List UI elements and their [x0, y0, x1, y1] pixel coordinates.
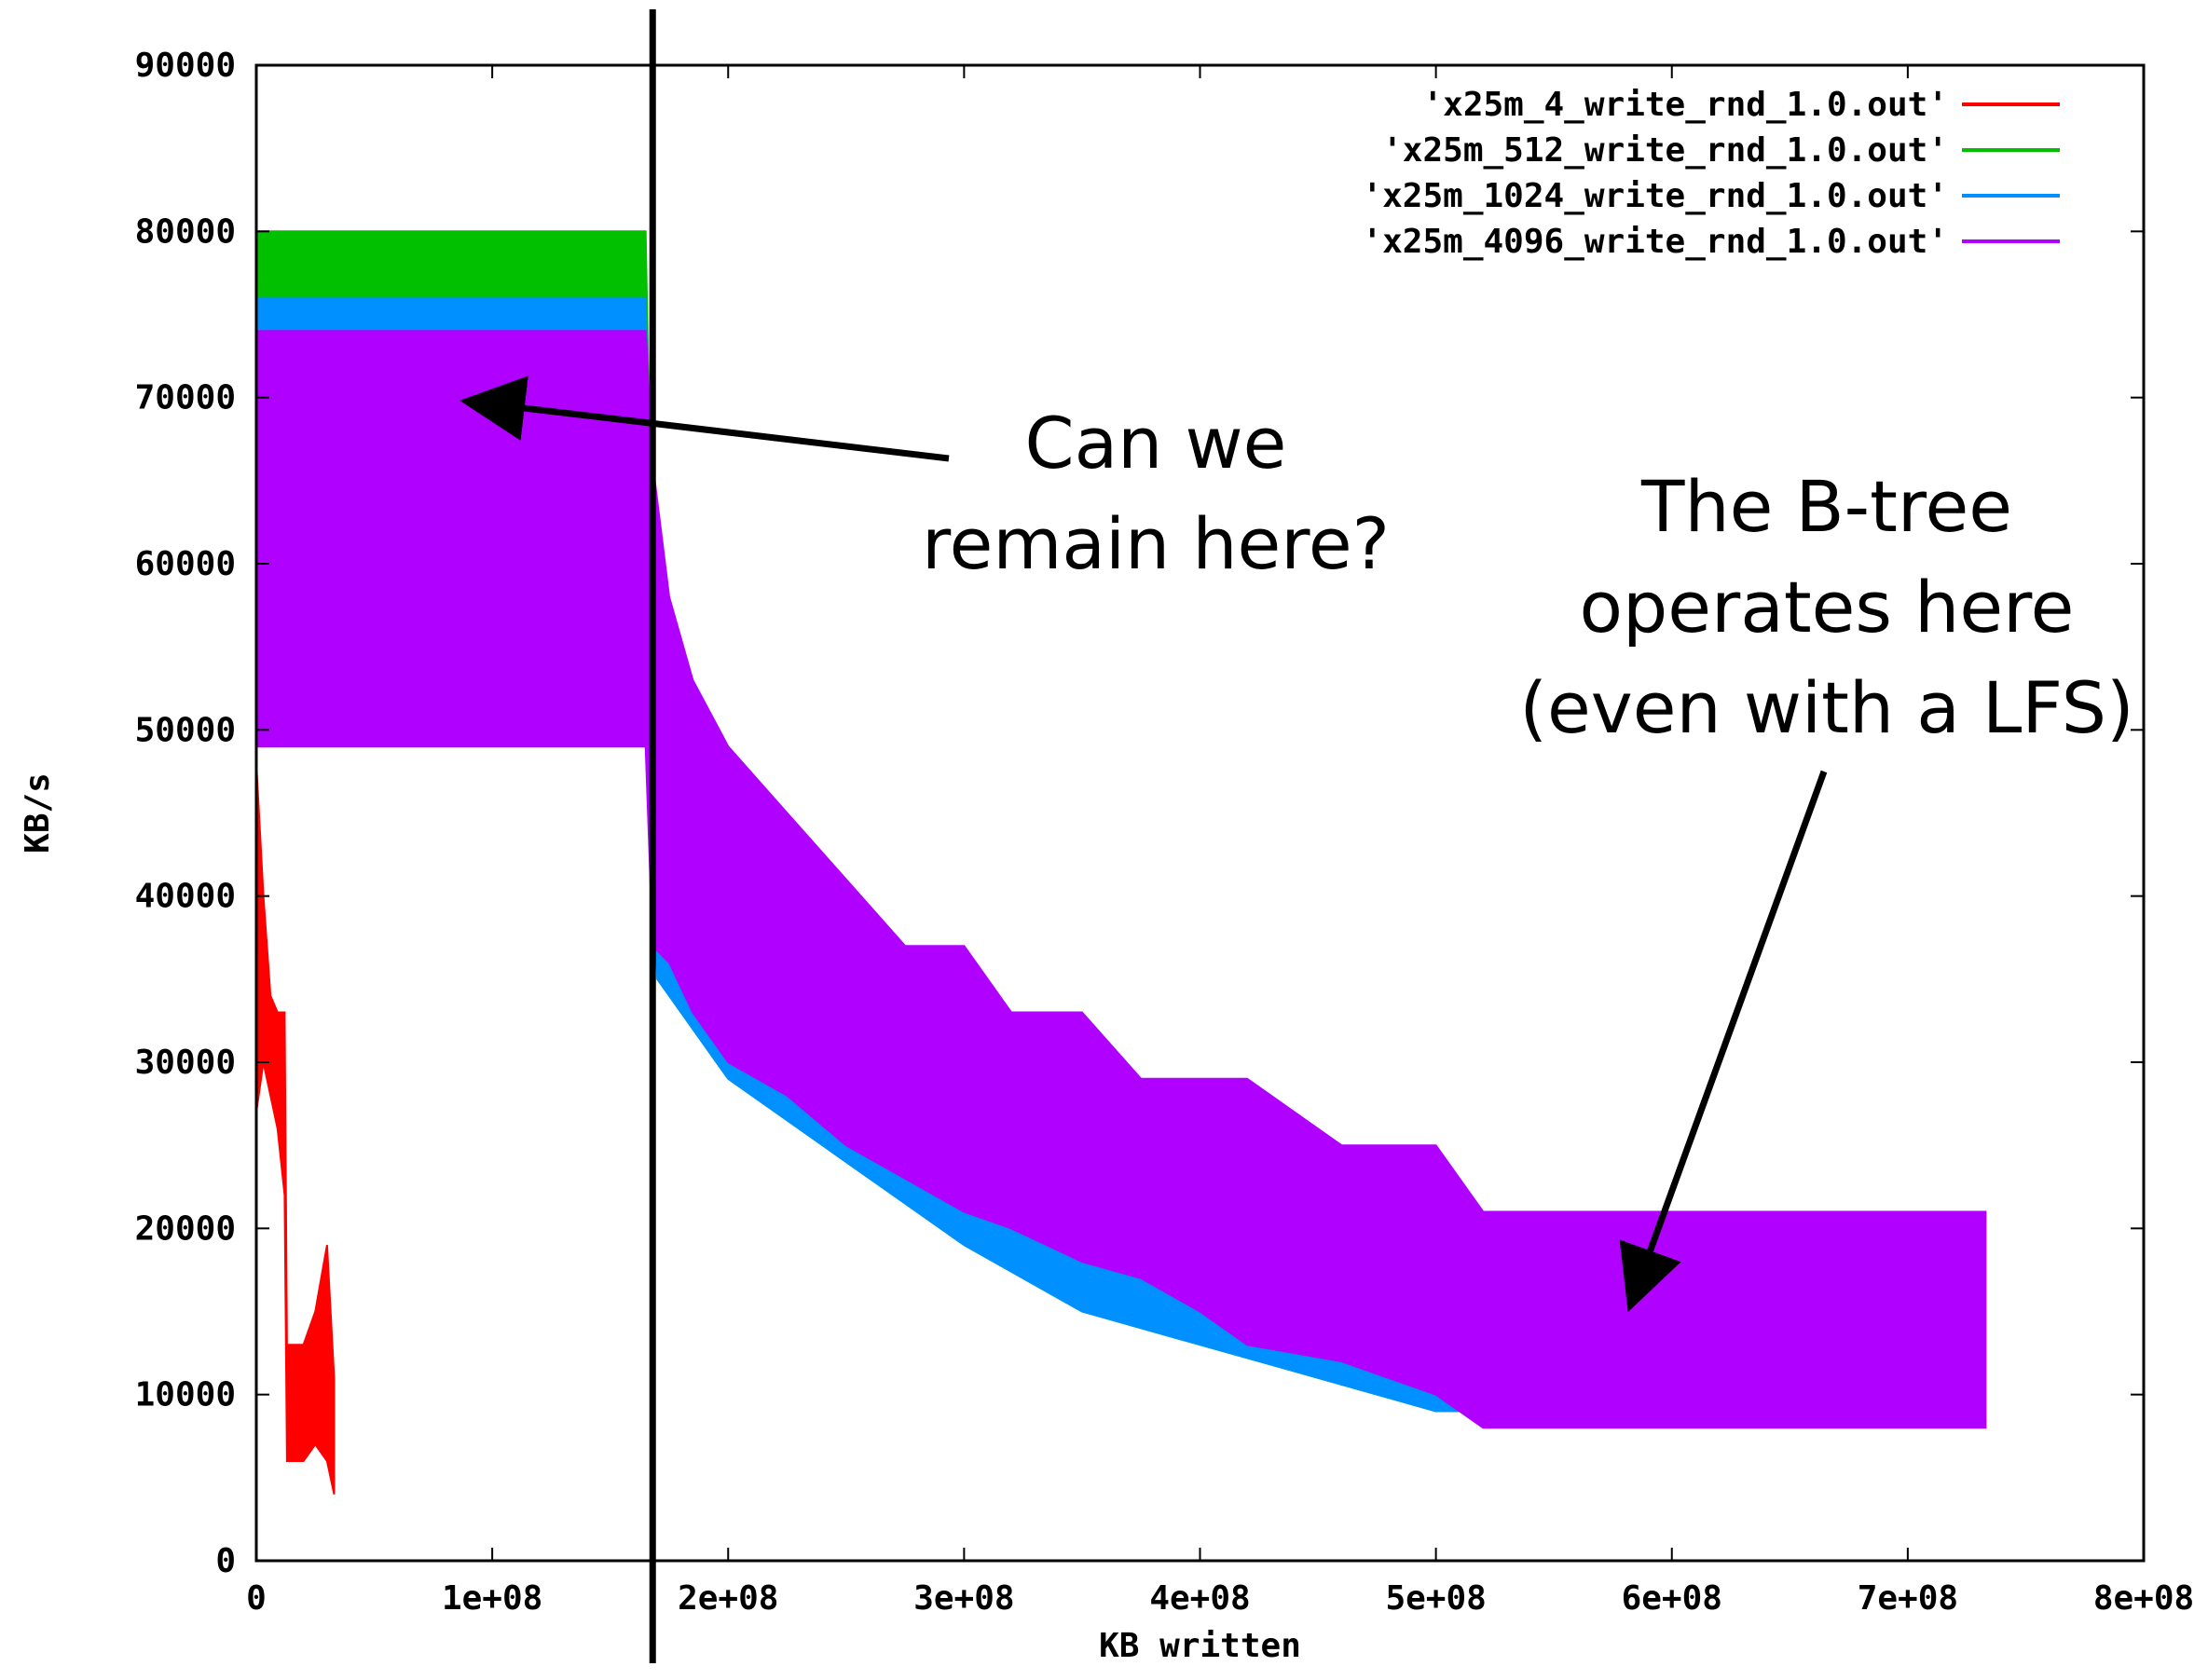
series-3-area — [255, 330, 1987, 1429]
x-tick-label: 3e+08 — [913, 1579, 1014, 1618]
x-tick-label: 8e+08 — [2093, 1579, 2194, 1618]
annotation-arrow — [459, 376, 950, 462]
y-tick-label: 60000 — [135, 545, 236, 583]
annotation-btree: The B-tree operates here (even with a LFS) — [1519, 465, 2134, 1313]
annotation-text-line: Can we — [1025, 402, 1287, 485]
x-tick-label: 7e+08 — [1858, 1579, 1958, 1618]
annotation-arrow — [1619, 770, 1828, 1313]
y-axis-label: KB/s — [19, 772, 57, 854]
y-tick-label: 0 — [215, 1542, 236, 1580]
series-0-area — [255, 762, 336, 1495]
legend-entry-label: 'x25m_1024_write_rnd_1.0.out' — [1362, 177, 1948, 215]
y-tick-label: 30000 — [135, 1044, 236, 1082]
annotation-text-line: The B-tree — [1640, 465, 2012, 548]
series-layer — [255, 230, 1987, 1495]
y-tick-label: 40000 — [135, 878, 236, 916]
legend-entry-label: 'x25m_4096_write_rnd_1.0.out' — [1362, 223, 1948, 261]
x-tick-label: 5e+08 — [1385, 1579, 1486, 1618]
annotation-text-line: remain here? — [922, 502, 1390, 585]
y-tick-label: 80000 — [135, 212, 236, 251]
x-axis-label: KB written — [1099, 1627, 1301, 1665]
x-tick-label: 6e+08 — [1622, 1579, 1722, 1618]
x-tick-label: 1e+08 — [442, 1579, 542, 1618]
annotation-text-line: operates here — [1580, 566, 2075, 649]
y-tick-label: 90000 — [135, 47, 236, 85]
y-tick-label: 10000 — [135, 1376, 236, 1414]
y-tick-label: 20000 — [135, 1209, 236, 1248]
x-tick-label: 0 — [246, 1579, 267, 1618]
annotation-text-line: (even with a LFS) — [1519, 666, 2133, 749]
legend-entry-label: 'x25m_4_write_rnd_1.0.out' — [1422, 86, 1948, 124]
ticks-layer: 0 1e+08 2e+08 3e+08 4e+08 5e+08 6e+08 7e+08 8e+0… — [135, 47, 2195, 1618]
y-tick-label: 70000 — [135, 379, 236, 417]
legend: 'x25m_4_write_rnd_1.0.out' 'x25m_512_writ… — [1362, 86, 2060, 261]
y-tick-label: 50000 — [135, 711, 236, 749]
x-tick-label: 4e+08 — [1149, 1579, 1250, 1618]
x-tick-label: 2e+08 — [678, 1579, 778, 1618]
annotations: Can we remain here? The B-tree operates her… — [459, 376, 2134, 1313]
legend-entry-label: 'x25m_512_write_rnd_1.0.out' — [1382, 131, 1948, 170]
annotation-remain-here: Can we remain here? — [459, 376, 1390, 585]
